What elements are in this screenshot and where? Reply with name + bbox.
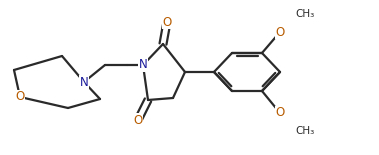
Text: N: N [80,75,88,89]
Text: O: O [16,91,25,104]
Text: O: O [162,16,172,29]
Text: CH₃: CH₃ [295,126,314,136]
Text: O: O [276,106,285,120]
Text: O: O [133,113,143,126]
Text: N: N [139,58,147,71]
Text: CH₃: CH₃ [295,9,314,19]
Text: O: O [276,26,285,38]
